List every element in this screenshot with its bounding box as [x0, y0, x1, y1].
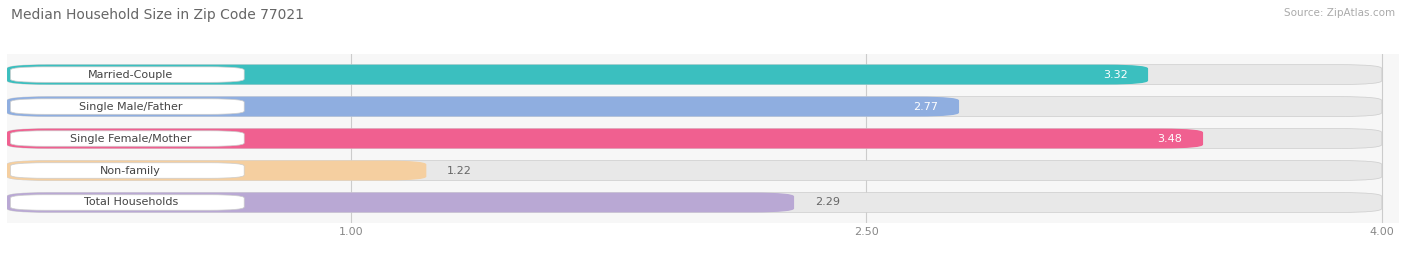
Text: Non-family: Non-family [100, 165, 162, 175]
FancyBboxPatch shape [10, 131, 245, 146]
FancyBboxPatch shape [7, 161, 426, 180]
FancyBboxPatch shape [10, 163, 245, 178]
Text: Source: ZipAtlas.com: Source: ZipAtlas.com [1284, 8, 1395, 18]
FancyBboxPatch shape [7, 97, 1382, 116]
FancyBboxPatch shape [10, 195, 245, 210]
Text: Married-Couple: Married-Couple [89, 70, 173, 80]
FancyBboxPatch shape [7, 161, 1382, 180]
Text: Total Households: Total Households [83, 197, 179, 207]
FancyBboxPatch shape [7, 65, 1382, 84]
FancyBboxPatch shape [7, 129, 1382, 148]
Text: 2.77: 2.77 [914, 102, 938, 112]
Text: 3.32: 3.32 [1102, 70, 1128, 80]
FancyBboxPatch shape [10, 67, 245, 82]
FancyBboxPatch shape [7, 65, 1149, 84]
Text: 3.48: 3.48 [1157, 133, 1182, 144]
FancyBboxPatch shape [7, 193, 794, 213]
Text: Single Male/Father: Single Male/Father [79, 102, 183, 112]
Text: 1.22: 1.22 [447, 165, 472, 175]
Text: Median Household Size in Zip Code 77021: Median Household Size in Zip Code 77021 [11, 8, 304, 22]
Text: Single Female/Mother: Single Female/Mother [70, 133, 191, 144]
FancyBboxPatch shape [10, 99, 245, 114]
Text: 2.29: 2.29 [814, 197, 839, 207]
FancyBboxPatch shape [7, 129, 1204, 148]
FancyBboxPatch shape [7, 97, 959, 116]
FancyBboxPatch shape [7, 193, 1382, 213]
